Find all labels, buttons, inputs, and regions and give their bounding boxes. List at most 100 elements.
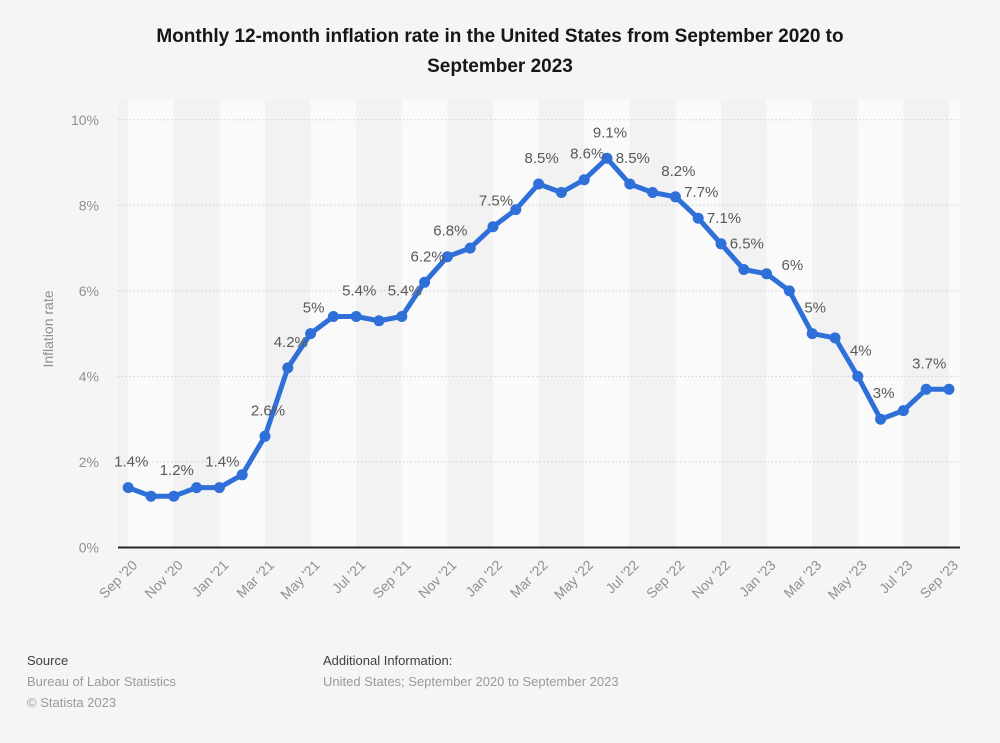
- x-tick-label: Jul '21: [329, 557, 369, 597]
- data-point[interactable]: [464, 242, 476, 254]
- data-points: [122, 152, 955, 502]
- data-point[interactable]: [191, 482, 203, 494]
- x-tick-label: Jan '22: [462, 557, 505, 600]
- data-point-label: 4.2%: [274, 334, 308, 351]
- data-point[interactable]: [145, 490, 157, 502]
- y-tick-label: 2%: [79, 454, 99, 470]
- data-point-label: 5%: [303, 300, 325, 317]
- data-point[interactable]: [419, 276, 431, 288]
- data-point[interactable]: [783, 285, 795, 297]
- data-point-label: 1.4%: [114, 454, 148, 471]
- data-point[interactable]: [327, 311, 339, 322]
- plot-band: [675, 100, 721, 548]
- plot-band: [721, 100, 767, 548]
- x-tick-label: Sep '22: [643, 557, 688, 602]
- x-tick-label: Mar '21: [233, 557, 277, 601]
- additional-info-block: Additional Information: United States; S…: [323, 653, 619, 694]
- data-point-label: 9.1%: [593, 124, 627, 141]
- data-point-label: 6.5%: [730, 236, 764, 253]
- x-axis-tick-labels: Sep '20 Nov '20 Jan '21 Mar '21 May '21 Jul '…: [96, 557, 962, 603]
- data-point-label: 5.4%: [342, 283, 376, 300]
- data-point[interactable]: [601, 152, 613, 164]
- data-point[interactable]: [852, 370, 864, 382]
- source-block: Source Bureau of Labor Statistics © Stat…: [27, 653, 176, 715]
- plot-band: [538, 100, 585, 548]
- data-point-labels: 1.4% 1.2% 1.4% 2.6% 4.2% 5% 5.4% 5.4% 6.2% 6.8% 7.…: [114, 124, 946, 479]
- data-point[interactable]: [259, 430, 271, 442]
- data-point-label: 6.2%: [410, 248, 444, 265]
- chart-title: Monthly 12-month inflation rate in the U…: [156, 26, 844, 77]
- data-point[interactable]: [373, 315, 385, 327]
- plot-band: [128, 100, 174, 548]
- data-point-label: 3.7%: [912, 355, 946, 372]
- data-point[interactable]: [738, 264, 750, 275]
- plot-band: [173, 100, 220, 548]
- data-point[interactable]: [875, 413, 887, 425]
- data-point[interactable]: [578, 174, 590, 186]
- data-point-label: 3%: [873, 385, 895, 402]
- data-point[interactable]: [555, 187, 567, 198]
- data-point-label: 7.5%: [479, 193, 513, 210]
- data-point[interactable]: [897, 405, 909, 417]
- data-point-label: 6%: [782, 257, 804, 274]
- data-point[interactable]: [213, 482, 225, 494]
- additional-info-heading: Additional Information:: [323, 653, 453, 668]
- data-point[interactable]: [943, 383, 955, 395]
- data-point[interactable]: [715, 238, 727, 250]
- plot-band: [265, 100, 311, 548]
- data-point-label: 5%: [804, 300, 826, 317]
- x-tick-label: May '21: [277, 557, 323, 603]
- plot-band: [219, 100, 265, 548]
- data-point[interactable]: [510, 204, 522, 216]
- statista-copyright: © Statista 2023: [27, 695, 117, 710]
- data-point-label: 4%: [850, 342, 872, 359]
- data-point[interactable]: [282, 362, 294, 374]
- data-point[interactable]: [396, 311, 408, 322]
- x-tick-label: Sep '23: [917, 557, 962, 602]
- data-point-label: 5.4%: [388, 283, 422, 300]
- source-name: Bureau of Labor Statistics: [27, 674, 176, 689]
- data-point-label: 8.5%: [524, 150, 558, 167]
- data-point-label: 7.1%: [707, 210, 741, 227]
- plot-band: [118, 100, 129, 548]
- x-tick-label: May '23: [824, 557, 870, 603]
- data-point[interactable]: [487, 221, 499, 233]
- data-point-label: 8.5%: [616, 150, 650, 167]
- data-point[interactable]: [806, 328, 818, 340]
- plot-band: [629, 100, 676, 548]
- data-point[interactable]: [533, 178, 545, 190]
- x-tick-label: Nov '21: [415, 557, 460, 602]
- data-point[interactable]: [168, 490, 180, 502]
- x-tick-label: May '22: [551, 557, 597, 603]
- plot-band: [401, 100, 448, 548]
- data-point[interactable]: [647, 187, 659, 198]
- plot-band: [447, 100, 493, 548]
- x-tick-label: Mar '22: [507, 557, 551, 601]
- x-tick-label: Mar '23: [780, 557, 824, 601]
- y-tick-label: 6%: [79, 283, 99, 299]
- data-point[interactable]: [624, 178, 636, 190]
- data-point[interactable]: [761, 268, 773, 280]
- data-point[interactable]: [236, 469, 248, 481]
- data-point-label: 7.7%: [684, 184, 718, 201]
- source-heading: Source: [27, 653, 69, 668]
- data-point[interactable]: [350, 311, 362, 322]
- data-point[interactable]: [305, 328, 317, 340]
- data-point[interactable]: [441, 251, 453, 263]
- data-point[interactable]: [692, 212, 704, 224]
- data-point[interactable]: [920, 383, 932, 395]
- data-point[interactable]: [669, 191, 681, 203]
- plot-band: [493, 100, 539, 548]
- data-point-label: 2.6%: [251, 402, 285, 419]
- x-tick-label: Jan '21: [189, 557, 232, 600]
- data-point[interactable]: [122, 482, 134, 494]
- data-point-label: 6.8%: [433, 223, 467, 240]
- data-point[interactable]: [829, 332, 841, 344]
- y-axis-tick-labels: 0% 2% 4% 6% 8% 10%: [71, 112, 99, 556]
- data-point-label: 1.2%: [160, 462, 194, 479]
- data-point-label: 1.4%: [205, 454, 239, 471]
- y-tick-label: 8%: [79, 197, 99, 213]
- data-point-label: 8.2%: [661, 163, 695, 180]
- plot-band: [857, 100, 904, 548]
- y-tick-label: 4%: [79, 368, 99, 384]
